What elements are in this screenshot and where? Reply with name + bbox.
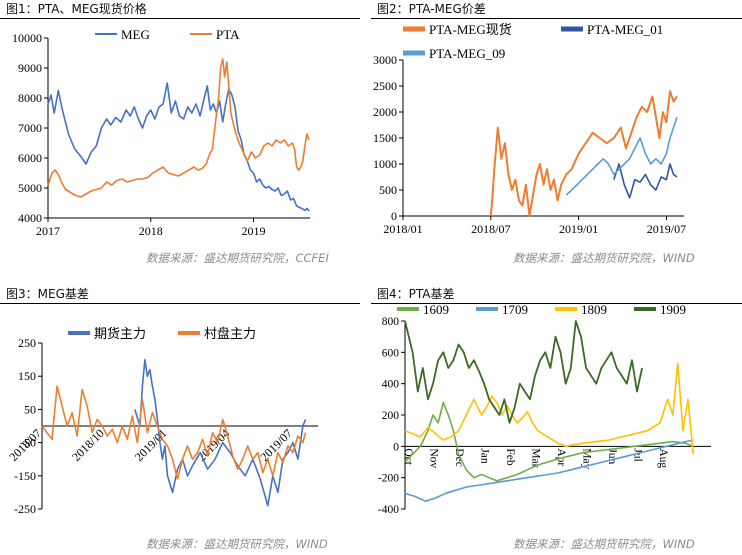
y-tick-label: -250 — [14, 502, 36, 516]
y-tick-label: -400 — [378, 504, 399, 516]
x-tick-label: Nov — [428, 448, 440, 468]
chart-4-source: 数据来源：盛达期货研究院，WIND — [513, 537, 695, 551]
x-tick-label: Jul — [632, 448, 644, 461]
x-tick-label: 2019/01 — [132, 426, 170, 464]
chart-panel-2: 图2：PTA-MEG价差 0 500 1000 1500 2000 2500 3000 201… — [371, 0, 742, 277]
chart-3-header: 图3：MEG基差 — [6, 287, 89, 301]
y-tick-label: 250 — [18, 336, 36, 350]
series-line--1 — [41, 385, 307, 480]
y-tick-label: 2500 — [373, 79, 397, 93]
legend-label: 1909 — [660, 305, 686, 317]
legend-label: 1709 — [502, 305, 528, 317]
y-tick-label: 8000 — [18, 91, 42, 105]
x-tick-label: 2019/07 — [647, 222, 686, 236]
chart-2-header: 图2：PTA-MEG价差 — [377, 2, 486, 16]
x-tick-label: Jan — [479, 448, 491, 464]
series-line-PTAMEG09-2 — [565, 116, 678, 196]
y-tick-label: 150 — [18, 369, 36, 383]
y-tick-label: 0 — [393, 441, 399, 453]
series-line-1709-1 — [404, 439, 694, 502]
legend-label: PTA-MEG_09 — [429, 46, 505, 61]
y-tick-label: 1500 — [373, 131, 397, 145]
x-tick-label: 2019/01 — [559, 222, 598, 236]
chart-1-header: 图1：PTA、MEG现货价格 — [6, 2, 147, 16]
series-line--0 — [134, 358, 307, 507]
x-tick-label: 2019 — [241, 224, 265, 238]
chart-4-header-rule — [371, 303, 742, 304]
x-tick-label: Mar — [530, 448, 542, 467]
y-tick-label: 200 — [382, 410, 400, 422]
y-tick-label: 4000 — [18, 211, 42, 225]
y-tick-label: 400 — [382, 379, 400, 391]
chart-2-source: 数据来源：盛达期货研究院，WIND — [513, 251, 695, 265]
series-line-PTAMEG-0 — [489, 90, 678, 217]
y-tick-label: 0 — [391, 209, 397, 223]
y-tick-label: 5000 — [18, 181, 42, 195]
y-tick-label: -150 — [14, 469, 36, 483]
y-tick-label: -50 — [20, 436, 36, 450]
legend-label: 1809 — [581, 305, 607, 317]
x-tick-label: 2018/07 — [6, 426, 44, 464]
chart-4-header: 图4：PTA基差 — [377, 287, 455, 301]
x-tick-label: 2018/10 — [69, 426, 107, 464]
series-line-1809-2 — [404, 362, 694, 455]
chart-panel-3: 图3：MEG基差 -250 -150 -50 50 150 250 2018/07 2018/… — [0, 278, 371, 555]
y-tick-label: 7000 — [18, 121, 42, 135]
y-tick-label: 800 — [382, 316, 400, 328]
series-line-1909-3 — [404, 320, 643, 424]
x-tick-label: 2017 — [36, 224, 60, 238]
series-line-MEG-0 — [47, 82, 310, 212]
y-tick-label: 1000 — [373, 157, 397, 171]
chart-panel-1: 图1：PTA、MEG现货价格 4000 5000 6000 7000 8000 9000 1… — [0, 0, 371, 277]
y-tick-label: 9000 — [18, 61, 42, 75]
legend-label: PTA-MEG_01 — [587, 22, 663, 37]
x-tick-label: Aug — [657, 448, 669, 468]
x-tick-label: Feb — [504, 448, 516, 466]
series-line-PTAMEG01-1 — [613, 163, 678, 199]
chart-panel-4: 图4：PTA基差 -400 -200 0 200 400 600 800 Oct Nov Dec J… — [371, 278, 742, 555]
y-tick-label: 2000 — [373, 105, 397, 119]
legend-label: 1609 — [423, 305, 449, 317]
x-tick-label: 2018/07 — [471, 222, 510, 236]
y-tick-label: 6000 — [18, 151, 42, 165]
legend-label: 期货主力 — [94, 326, 146, 341]
chart-1-plot: 4000 5000 6000 7000 8000 9000 10000 2017 2018 201… — [12, 27, 310, 238]
y-tick-label: 600 — [382, 347, 400, 359]
chart-2-header-rule — [371, 18, 742, 19]
chart-2-plot: 0 500 1000 1500 2000 2500 3000 2018/01 2018/07 20… — [373, 22, 686, 236]
series-line-1609-0 — [404, 401, 694, 482]
x-tick-label: Oct — [402, 448, 414, 465]
legend-label: PTA — [216, 27, 240, 42]
x-tick-label: 2018 — [139, 224, 163, 238]
x-tick-label: 2018/01 — [383, 222, 422, 236]
chart-3-source: 数据来源：盛达期货研究院，WIND — [146, 537, 328, 551]
legend-label: PTA-MEG现货 — [429, 22, 512, 37]
chart-3-header-rule — [0, 303, 360, 304]
x-tick-label: Jun — [606, 448, 618, 464]
y-tick-label: 50 — [24, 402, 36, 416]
chart-3-plot: -250 -150 -50 50 150 250 2018/07 2018/10 2019/01… — [6, 326, 318, 516]
y-tick-label: -200 — [378, 473, 399, 485]
chart-1-header-rule — [0, 18, 360, 19]
legend-label: MEG — [121, 27, 150, 42]
series-line-PTA-1 — [47, 58, 310, 198]
y-tick-label: 3000 — [373, 53, 397, 67]
y-tick-label: 500 — [379, 183, 397, 197]
legend-label: 村盘主力 — [204, 326, 256, 341]
y-tick-label: 10000 — [12, 31, 42, 45]
x-tick-label: May — [581, 448, 593, 469]
chart-1-source: 数据来源：盛达期货研究院，CCFEI — [146, 251, 329, 265]
